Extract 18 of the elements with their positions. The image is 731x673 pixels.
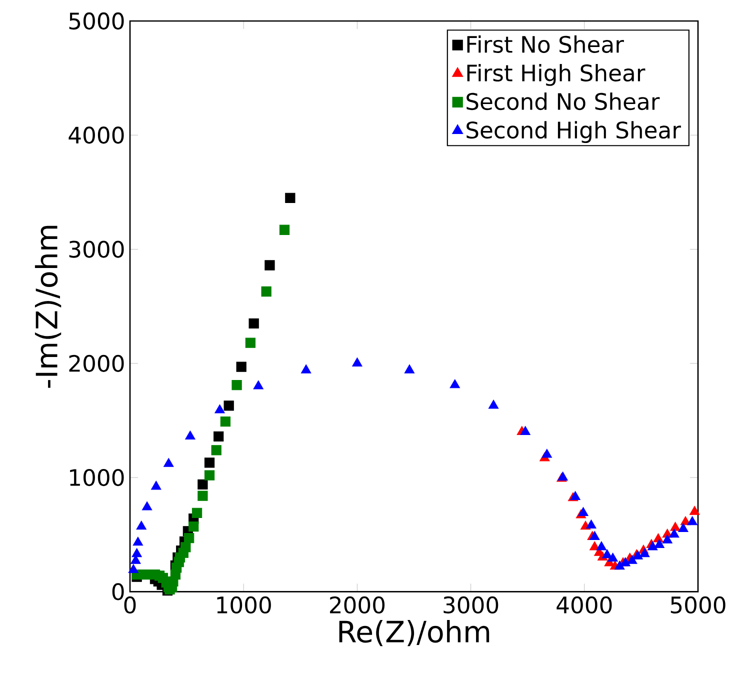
y-tick-label: 4000 (68, 126, 124, 144)
x-tick-label: 5000 (670, 596, 726, 614)
x-axis-title: Re(Z)/ohm (339, 620, 490, 646)
x-tick-label: 2000 (330, 596, 385, 614)
legend-label: Second No Shear (466, 92, 660, 110)
x-tick-label: 4000 (556, 596, 612, 614)
x-tick-label: 0 (124, 596, 136, 614)
y-tick-label: 1000 (70, 469, 124, 486)
legend-label: First High Shear (467, 64, 646, 86)
legend-label: Second High Shear (466, 121, 681, 144)
y-axis-title: -Im(Z)/ohm (34, 226, 62, 388)
y-tick-label: 0 (112, 583, 124, 600)
x-tick-label: 3000 (444, 596, 498, 614)
y-tick-label: 3000 (69, 240, 124, 258)
legend-label: First No Shear (467, 36, 624, 54)
y-tick-label: 5000 (69, 12, 124, 30)
y-tick-label: 2000 (69, 354, 124, 372)
x-tick-label: 1000 (217, 596, 271, 614)
